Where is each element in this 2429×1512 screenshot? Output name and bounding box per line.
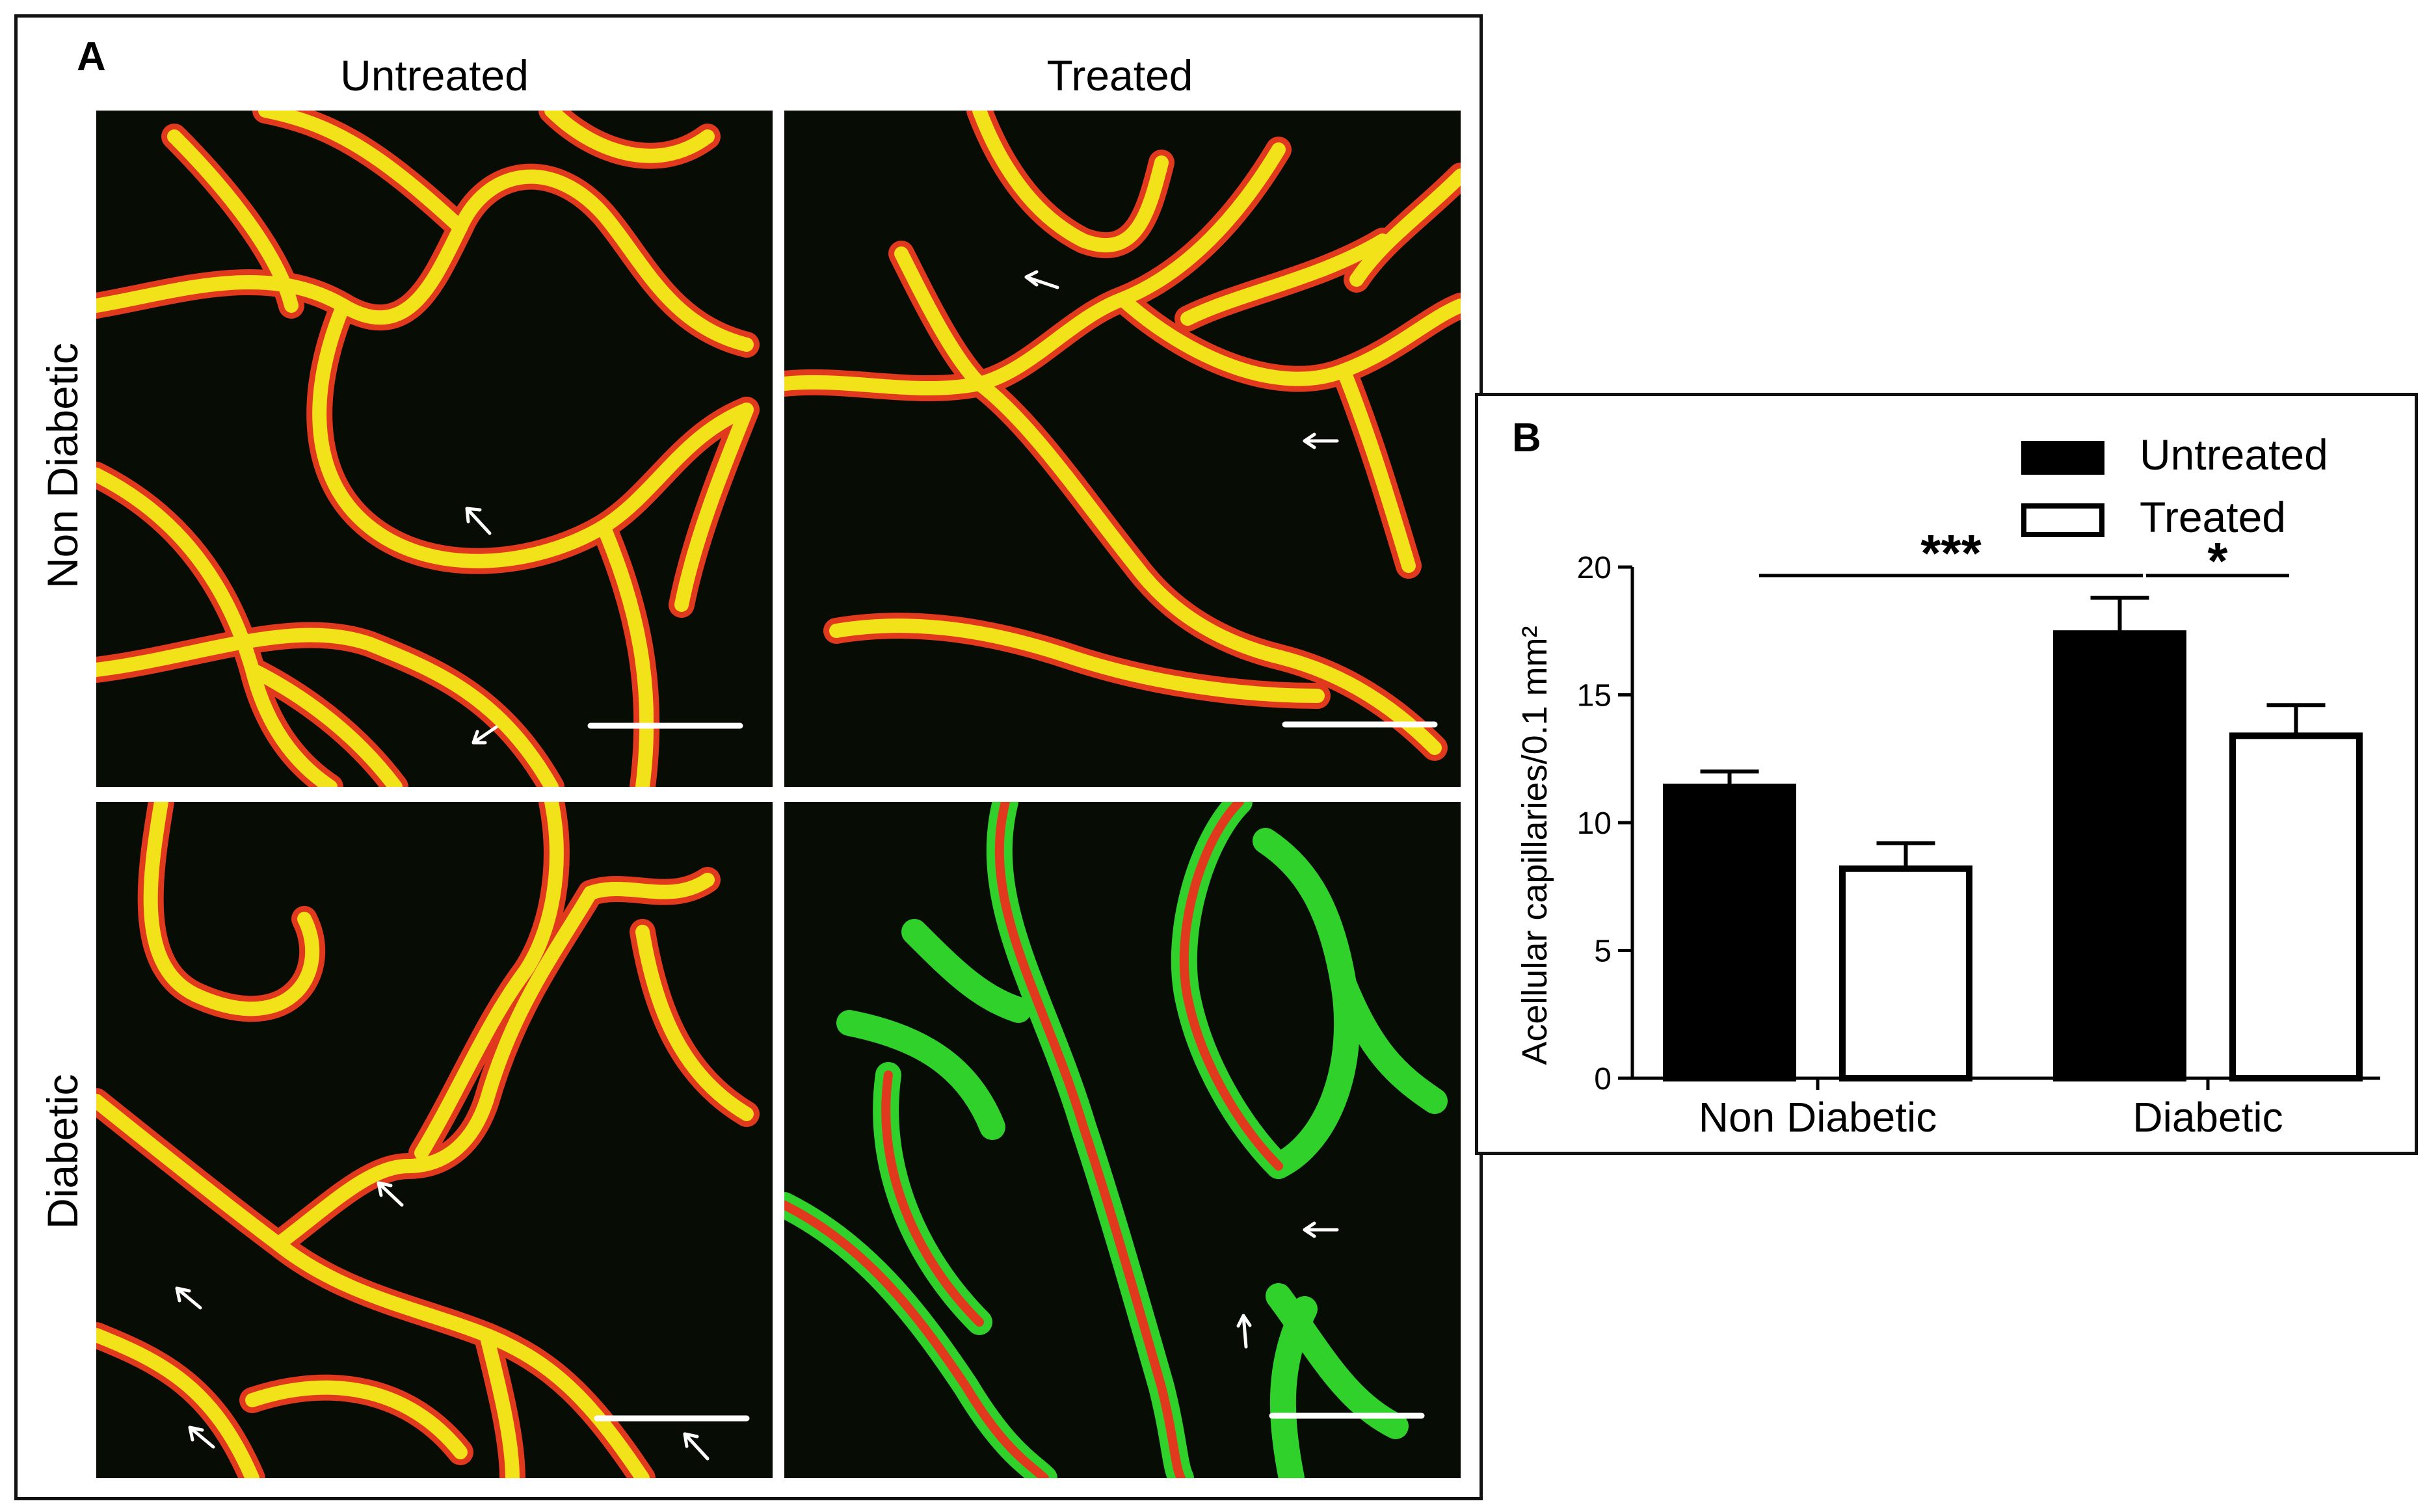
y-tick-label: 15: [1577, 679, 1612, 713]
chart-category-labels: Non Diabetic Diabetic: [1699, 1078, 2283, 1141]
micrograph-nondiabetic-untreated: [96, 111, 773, 787]
chart-y-ticks: 0 5 10 15 20: [1577, 551, 1632, 1096]
micrograph-diabetic-treated: [784, 802, 1461, 1478]
bar-untreated: [2053, 630, 2186, 1081]
x-category-label: Diabetic: [2132, 1094, 2283, 1141]
y-tick-label: 5: [1594, 935, 1612, 969]
chart-legend: Untreated Treated: [2021, 431, 2328, 541]
chart-bars: [1663, 630, 2363, 1081]
x-category-label: Non Diabetic: [1699, 1094, 1937, 1141]
legend-swatch-treated: [2021, 503, 2104, 537]
legend-label-untreated: Untreated: [2140, 431, 2328, 479]
y-tick-label: 20: [1577, 551, 1612, 585]
bar-treated: [2229, 732, 2363, 1081]
legend-swatch-untreated: [2021, 441, 2104, 475]
significance-label: *: [2207, 532, 2228, 590]
y-tick-label: 10: [1577, 806, 1612, 841]
legend-label-treated: Treated: [2140, 493, 2286, 541]
chart-error-bars: [1700, 596, 2326, 869]
y-axis-title: Acellular capillaries/0.1 mm²: [1515, 626, 1554, 1065]
chart-significance: *** *: [1759, 524, 2289, 590]
column-label-untreated: Untreated: [340, 51, 529, 99]
micrograph-nondiabetic-treated: [784, 111, 1461, 787]
column-label-treated: Treated: [1046, 51, 1193, 99]
bar-treated: [1839, 865, 1972, 1081]
panel-b-letter: B: [1512, 416, 1541, 460]
bar-untreated: [1663, 783, 1796, 1081]
y-tick-label: 0: [1594, 1062, 1612, 1096]
micrograph-diabetic-untreated: [96, 802, 773, 1478]
panel-a-letter: A: [77, 34, 106, 79]
significance-label: ***: [1920, 524, 1982, 582]
